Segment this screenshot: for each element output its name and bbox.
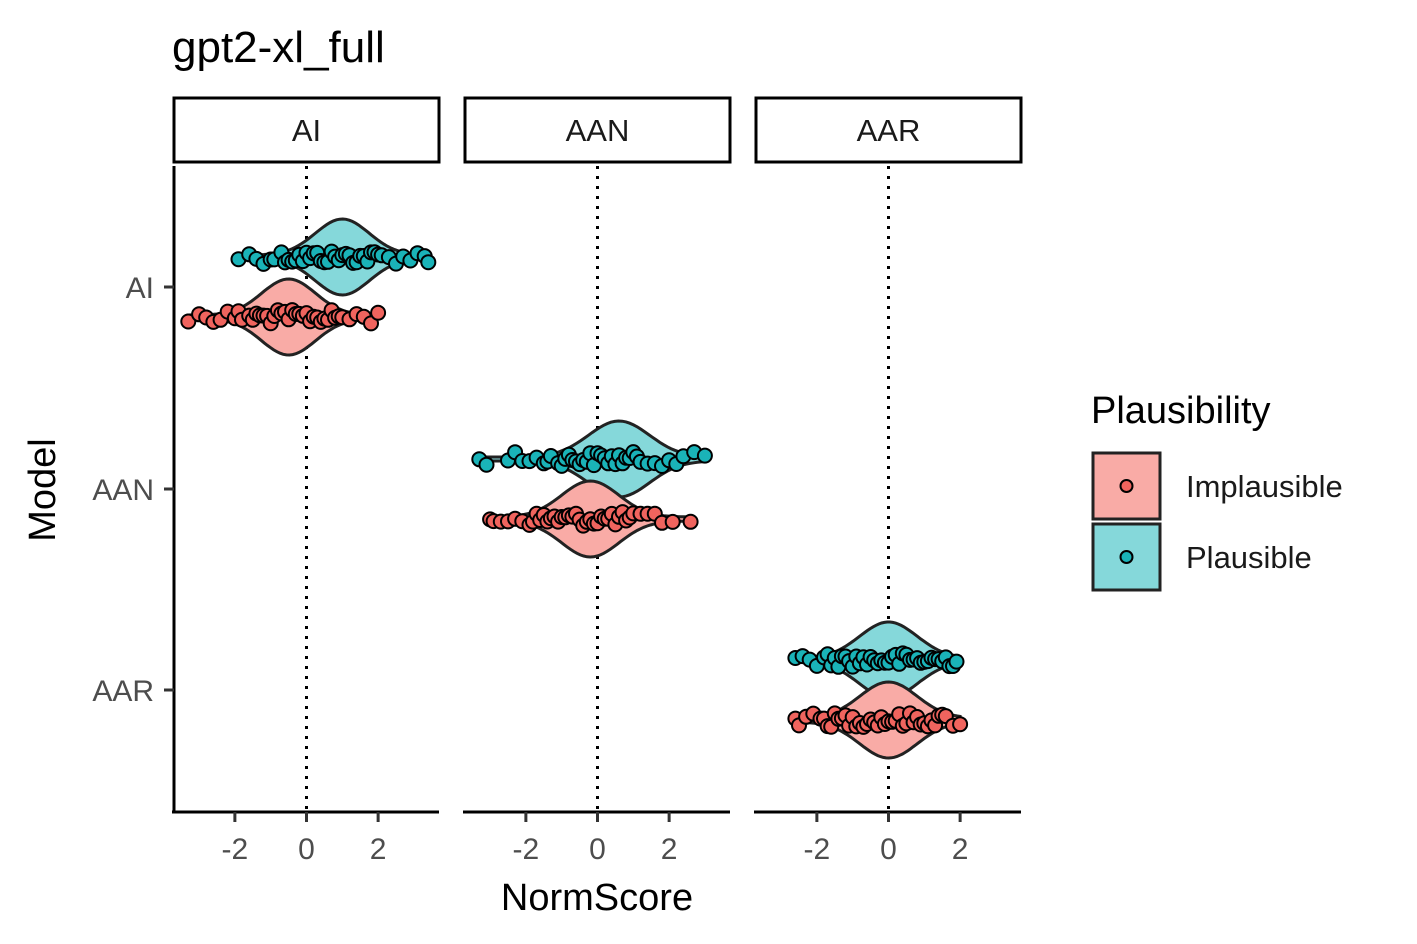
violin-ai-implausible (180, 277, 387, 357)
data-point (420, 254, 437, 271)
facet-panel-ai: AI -2 0 2 (172, 96, 441, 866)
legend: Plausibility Implausible Plausible (1091, 390, 1343, 592)
data-point (478, 456, 495, 473)
violin-ai-plausible (230, 217, 437, 297)
y-tick-label: AAN (92, 474, 154, 507)
violin-aan-plausible (471, 419, 713, 499)
x-tick-label: 2 (370, 833, 387, 866)
x-tick-label: 0 (298, 833, 315, 866)
chart-title: gpt2-xl_full (172, 23, 385, 72)
data-point (370, 304, 387, 321)
facet-panel-aar: AAR -2 0 2 (754, 96, 1023, 866)
legend-point (1119, 479, 1134, 493)
facet-strip-label: AAR (857, 113, 921, 148)
violin-aan-implausible (482, 479, 699, 559)
y-axis: AI AAN AAR (92, 166, 176, 814)
legend-item-plausible: Plausible (1091, 522, 1312, 592)
legend-label: Implausible (1186, 469, 1343, 504)
x-tick-label: 0 (880, 833, 897, 866)
x-axis-title: NormScore (501, 877, 693, 919)
legend-key (1091, 451, 1162, 521)
legend-item-implausible: Implausible (1091, 451, 1343, 521)
facet-panels: AI -2 0 2 AAN -2 0 2 AAR -2 0 2 (172, 96, 1023, 866)
x-tick-label: -2 (222, 833, 249, 866)
data-point (180, 313, 197, 330)
data-point (948, 653, 965, 670)
y-axis-title: Model (22, 438, 64, 542)
facet-strip-aar (754, 96, 1023, 164)
legend-point (1119, 550, 1134, 564)
facet-strip-aan (463, 96, 732, 164)
violin-aar-plausible (787, 620, 965, 700)
data-point (664, 513, 681, 530)
facet-panel-aan: AAN -2 0 2 (463, 96, 732, 866)
data-point (696, 447, 713, 464)
y-tick-label: AAR (92, 675, 154, 708)
data-point (682, 513, 699, 530)
legend-title: Plausibility (1091, 390, 1271, 432)
x-tick-label: 2 (661, 833, 678, 866)
facet-strip-label: AI (292, 113, 321, 148)
data-point (952, 716, 969, 733)
x-tick-label: -2 (513, 833, 540, 866)
legend-label: Plausible (1186, 540, 1312, 575)
x-tick-label: -2 (804, 833, 831, 866)
y-tick-label: AI (126, 272, 154, 305)
x-tick-label: 2 (952, 833, 969, 866)
x-tick-label: 0 (589, 833, 606, 866)
violin-aar-implausible (787, 680, 969, 760)
facet-strip-ai (172, 96, 441, 164)
facet-strip-label: AAN (566, 113, 630, 148)
